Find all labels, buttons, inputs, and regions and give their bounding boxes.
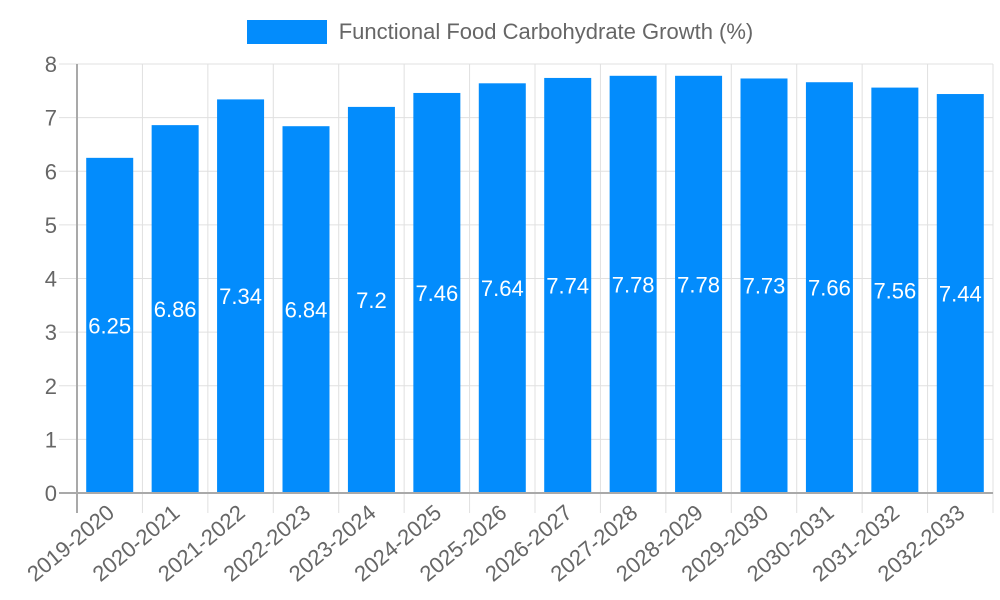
bar-2027-2028[interactable] bbox=[609, 75, 657, 494]
y-tick-label: 2 bbox=[45, 374, 57, 399]
bar-2029-2030[interactable] bbox=[740, 78, 788, 493]
bar-value-label: 7.78 bbox=[677, 272, 720, 297]
bar-labels: 6.25 6.86 7.34 6.84 7.2 7.46 7.64 7.74 7.78 7.78 7… bbox=[88, 272, 981, 338]
y-tick-label: 1 bbox=[45, 427, 57, 452]
bar-value-label: 6.84 bbox=[285, 298, 328, 323]
bar-2024-2025[interactable] bbox=[413, 92, 461, 494]
bar-2025-2026[interactable] bbox=[478, 83, 526, 494]
bar-2031-2032[interactable] bbox=[871, 87, 919, 493]
bar-value-label: 7.78 bbox=[612, 272, 655, 297]
bar-2030-2031[interactable] bbox=[805, 82, 853, 494]
legend[interactable]: Functional Food Carbohydrate Growth (%) bbox=[0, 18, 1000, 46]
bar-value-label: 7.74 bbox=[546, 273, 589, 298]
x-axis: 2019-20202020-20212021-20222022-20232023… bbox=[22, 492, 993, 586]
bar-2020-2021[interactable] bbox=[151, 125, 199, 493]
y-tick-label: 7 bbox=[45, 106, 57, 131]
bar-value-label: 7.56 bbox=[873, 278, 916, 303]
bar-value-label: 6.25 bbox=[88, 313, 131, 338]
y-tick-label: 0 bbox=[45, 481, 57, 506]
bar-value-label: 7.34 bbox=[219, 284, 262, 309]
bars bbox=[86, 75, 984, 494]
bar-value-label: 7.66 bbox=[808, 276, 851, 301]
bar-2032-2033[interactable] bbox=[936, 94, 984, 493]
bar-value-label: 6.86 bbox=[154, 297, 197, 322]
bar-value-label: 7.64 bbox=[481, 276, 524, 301]
legend-swatch[interactable] bbox=[246, 20, 327, 44]
bar-2022-2023[interactable] bbox=[282, 126, 330, 493]
y-tick-label: 5 bbox=[45, 213, 57, 238]
bar-value-label: 7.2 bbox=[356, 288, 387, 313]
y-tick-label: 4 bbox=[45, 267, 57, 292]
bar-2019-2020[interactable] bbox=[86, 157, 134, 493]
y-tick-label: 6 bbox=[45, 159, 57, 184]
legend-label: Functional Food Carbohydrate Growth (%) bbox=[338, 19, 754, 44]
y-tick-label: 8 bbox=[45, 52, 57, 77]
bar-2023-2024[interactable] bbox=[347, 106, 395, 494]
y-tick-label: 3 bbox=[45, 320, 57, 345]
bar-2021-2022[interactable] bbox=[217, 99, 265, 493]
bar-value-label: 7.44 bbox=[939, 282, 982, 307]
y-axis: 0 1 2 3 4 5 6 7 8 bbox=[45, 52, 57, 506]
bar-2026-2027[interactable] bbox=[544, 77, 592, 493]
bar-value-label: 7.46 bbox=[415, 281, 458, 306]
bar-2028-2029[interactable] bbox=[675, 75, 723, 494]
bar-value-label: 7.73 bbox=[743, 274, 786, 299]
